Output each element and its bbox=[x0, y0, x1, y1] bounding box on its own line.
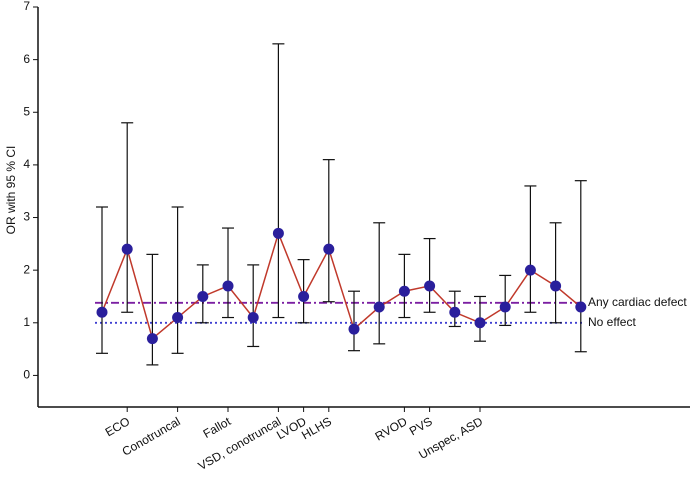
x-tick-label: HLHS bbox=[299, 414, 334, 442]
point bbox=[247, 312, 259, 324]
x-tick-label: PVS bbox=[407, 414, 435, 438]
y-axis-label: OR with 95 % CI bbox=[4, 146, 18, 235]
y-tick-label: 5 bbox=[23, 104, 30, 118]
point bbox=[398, 285, 410, 297]
y-tick-label: 4 bbox=[23, 157, 30, 171]
point bbox=[96, 306, 108, 318]
point bbox=[298, 290, 310, 302]
y-tick-label: 2 bbox=[23, 262, 30, 276]
y-tick-label: 1 bbox=[23, 315, 30, 329]
point bbox=[499, 301, 511, 313]
x-tick-label: Fallot bbox=[201, 414, 234, 441]
point bbox=[348, 323, 360, 335]
y-tick-label: 0 bbox=[23, 368, 30, 382]
point bbox=[373, 301, 385, 313]
y-tick-label: 7 bbox=[23, 0, 30, 13]
point bbox=[474, 317, 486, 329]
x-tick-label: ECO bbox=[103, 414, 133, 439]
point bbox=[323, 243, 335, 255]
point bbox=[449, 306, 461, 318]
point bbox=[575, 301, 587, 313]
point bbox=[222, 280, 234, 292]
point bbox=[272, 227, 284, 239]
x-tick-label: VSD, conotruncal bbox=[196, 414, 284, 473]
point bbox=[424, 280, 436, 292]
point bbox=[550, 280, 562, 292]
reference-label: No effect bbox=[588, 315, 636, 329]
point bbox=[146, 333, 158, 345]
point bbox=[524, 264, 536, 276]
y-tick-label: 6 bbox=[23, 52, 30, 66]
point bbox=[197, 290, 209, 302]
point bbox=[172, 312, 184, 324]
reference-label: Any cardiac defect bbox=[588, 295, 687, 309]
y-tick-label: 3 bbox=[23, 210, 30, 224]
point bbox=[121, 243, 133, 255]
x-tick-label: RVOD bbox=[373, 414, 410, 444]
